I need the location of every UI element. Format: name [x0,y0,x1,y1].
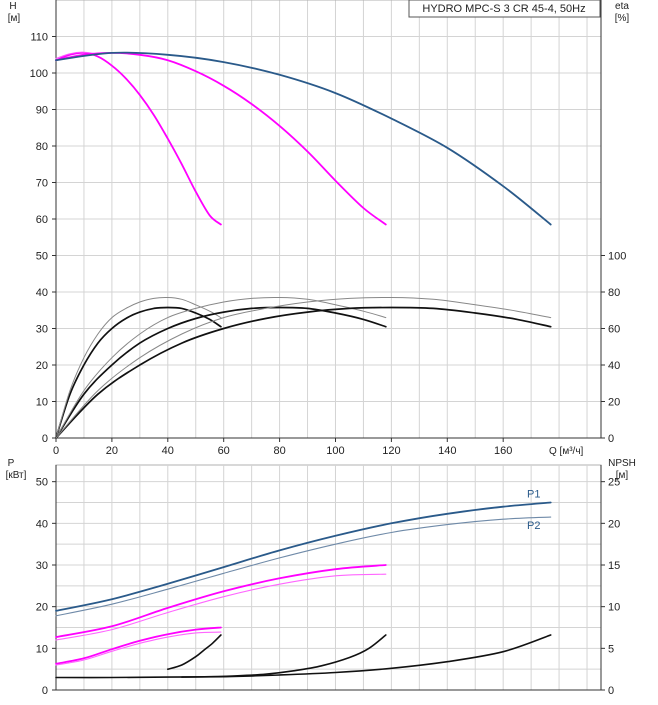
p-tick-label: 50 [36,477,48,489]
eta-axis-title: eta [615,1,629,12]
p-axis-unit: [кВт] [6,470,27,481]
npsh-tick-label: 10 [608,602,620,614]
h-axis-unit: [м] [8,13,21,24]
eta-tick-label: 100 [608,251,626,263]
eta-tick-label: 20 [608,397,620,409]
legend-label-p1: P1 [527,489,540,501]
h-tick-label: 40 [36,287,48,299]
q-tick-label: 100 [326,445,344,457]
q-axis-label: Q [м³/ч] [549,446,584,457]
q-tick-label: 20 [106,445,118,457]
h-tick-label: 100 [30,68,48,80]
h-tick-label: 20 [36,360,48,372]
npsh-axis-unit: [м] [616,470,629,481]
npsh-tick-label: 0 [608,685,614,697]
eta-tick-label: 80 [608,287,620,299]
h-tick-label: 70 [36,178,48,190]
q-tick-label: 40 [162,445,174,457]
h-tick-label: 10 [36,397,48,409]
p-axis-title: P [8,458,15,469]
upper-grid [56,0,601,438]
h-tick-label: 30 [36,324,48,336]
npsh-tick-label: 5 [608,643,614,655]
p-tick-label: 0 [42,685,48,697]
chart-title: HYDRO MPC-S 3 CR 45-4, 50Hz [422,3,585,15]
p-tick-label: 40 [36,518,48,530]
legend-label-p2: P2 [527,520,540,532]
eta-tick-label: 40 [608,360,620,372]
h-tick-label: 0 [42,433,48,445]
eta-axis-unit: [%] [615,13,630,24]
q-tick-label: 80 [273,445,285,457]
q-tick-label: 140 [438,445,456,457]
npsh-axis-title: NPSH [608,458,636,469]
p-tick-label: 20 [36,602,48,614]
q-tick-label: 0 [53,445,59,457]
h-tick-label: 80 [36,141,48,153]
lower-plot-area [56,465,601,690]
h-tick-label: 50 [36,251,48,263]
eta-tick-label: 0 [608,433,614,445]
npsh-tick-label: 15 [608,560,620,572]
h-tick-label: 110 [30,32,48,44]
h-tick-label: 90 [36,105,48,117]
lower-grid [56,465,601,690]
p-tick-label: 30 [36,560,48,572]
eta-tick-label: 60 [608,324,620,336]
q-tick-label: 160 [494,445,512,457]
npsh-tick-label: 20 [608,518,620,530]
p-tick-label: 10 [36,643,48,655]
q-tick-label: 120 [382,445,400,457]
h-axis-title: H [9,1,16,12]
h-tick-label: 60 [36,214,48,226]
q-tick-label: 60 [218,445,230,457]
